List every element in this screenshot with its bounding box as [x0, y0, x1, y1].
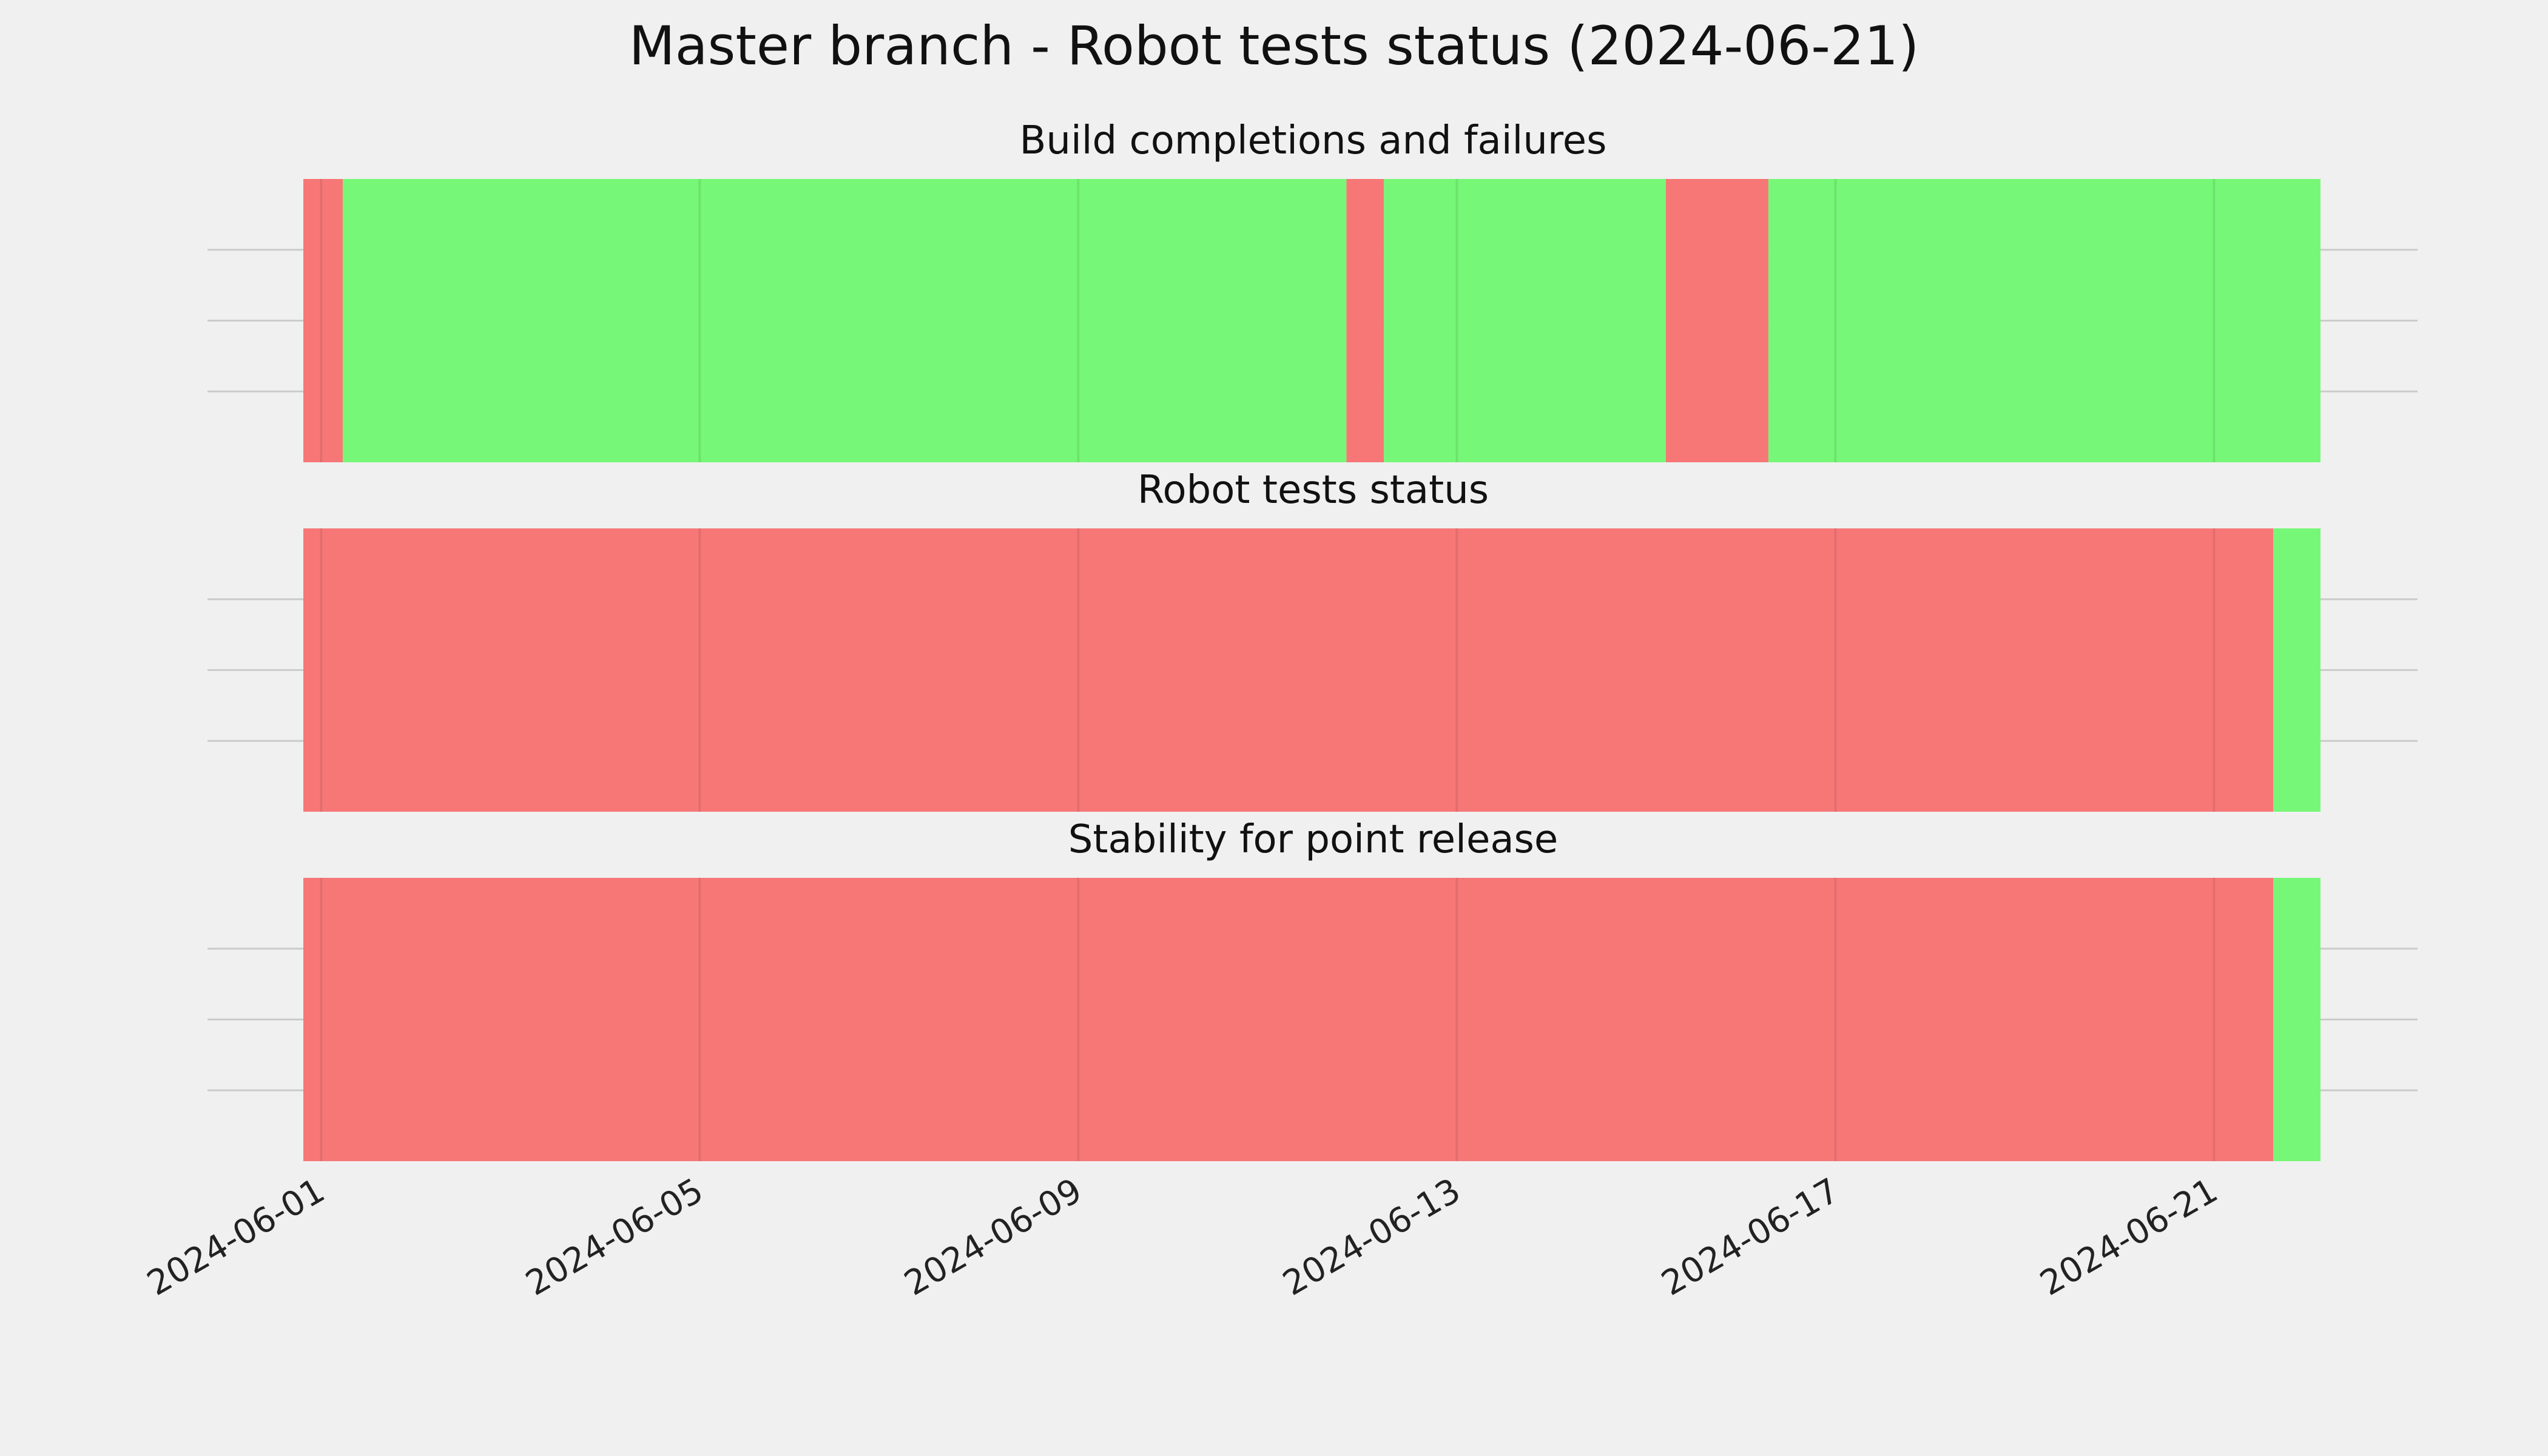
panel-2: Robot tests status	[207, 468, 2418, 812]
status-segment-fail	[1346, 179, 1384, 462]
panel-title: Stability for point release	[1068, 817, 1559, 862]
status-segment-fail	[303, 878, 2273, 1161]
status-segment-pass	[1768, 179, 2320, 462]
panel-3: Stability for point release	[207, 817, 2418, 1161]
status-segment-fail	[1665, 179, 1768, 462]
status-segment-fail	[303, 528, 2273, 812]
timeline-panels: Build completions and failures Robot test…	[207, 118, 2418, 1161]
figure-title: Master branch - Robot tests status (2024…	[629, 15, 1919, 77]
panel-title: Robot tests status	[1138, 468, 1489, 513]
status-segment-pass	[1384, 179, 1666, 462]
status-segment-pass	[343, 179, 1347, 462]
status-segment-fail	[303, 179, 343, 462]
status-segment-pass	[2273, 528, 2320, 812]
panel-1: Build completions and failures	[207, 118, 2418, 462]
status-segment-pass	[2273, 878, 2320, 1161]
panel-title: Build completions and failures	[1020, 118, 1607, 163]
